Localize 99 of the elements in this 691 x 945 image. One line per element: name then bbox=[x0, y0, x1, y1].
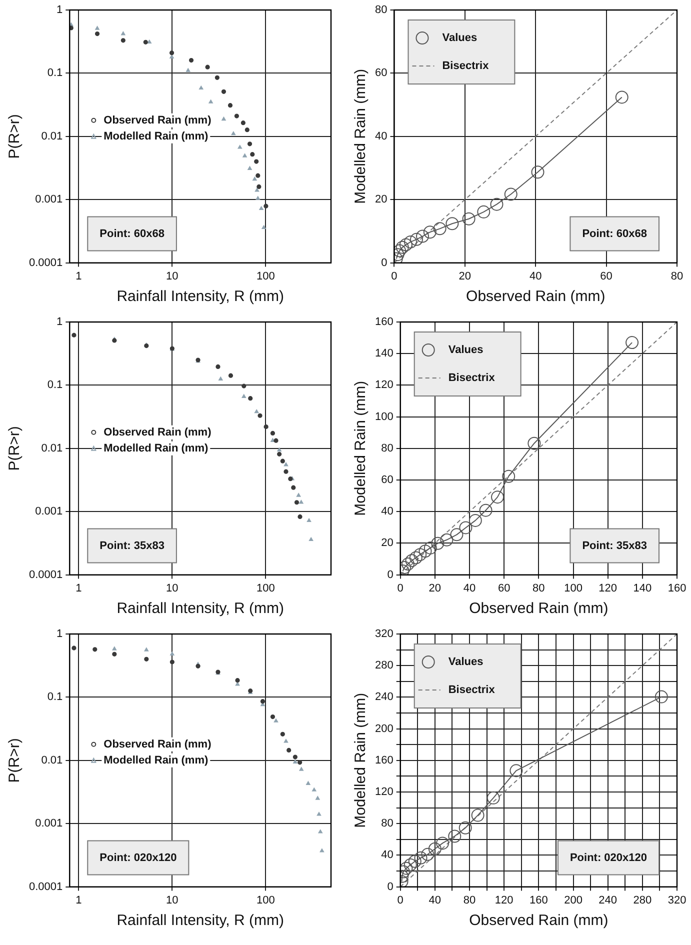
y-tick-label: 160 bbox=[374, 754, 394, 766]
x-tick-label: 100 bbox=[256, 582, 275, 594]
x-tick-label: 80 bbox=[670, 270, 684, 282]
annotation: Point: 35x83 bbox=[100, 540, 164, 552]
x-tick-label: 10 bbox=[166, 270, 178, 282]
x-tick-label: 1 bbox=[76, 582, 82, 594]
x-tick-label: 100 bbox=[564, 582, 582, 594]
legend-label: Bisectrix bbox=[448, 372, 496, 384]
x-axis-title: Rainfall Intensity, R (mm) bbox=[116, 600, 284, 618]
y-tick-label: 80 bbox=[374, 4, 388, 16]
x-tick-label: 60 bbox=[600, 270, 612, 282]
y-tick-label: 100 bbox=[374, 410, 394, 423]
x-tick-label: 200 bbox=[564, 894, 582, 906]
y-tick-label: 200 bbox=[374, 722, 394, 735]
legend-label: Values bbox=[448, 656, 484, 668]
y-tick-label: 160 bbox=[374, 316, 394, 328]
y-axis-title: P(R>r) bbox=[6, 738, 24, 783]
annotation: Point: 020x120 bbox=[570, 852, 648, 864]
x-tick-label: 60 bbox=[498, 582, 510, 594]
x-tick-label: 320 bbox=[668, 894, 686, 906]
x-tick-label: 160 bbox=[529, 894, 548, 906]
y-tick-label: 120 bbox=[374, 786, 394, 798]
y-tick-label: 40 bbox=[381, 849, 394, 862]
x-tick-label: 10 bbox=[166, 582, 178, 594]
y-tick-label: 0 bbox=[381, 256, 388, 269]
legend-label: Bisectrix bbox=[442, 60, 490, 72]
x-tick-label: 0 bbox=[397, 582, 404, 594]
x-tick-label: 40 bbox=[529, 270, 542, 282]
y-tick-label: 0.0001 bbox=[28, 880, 63, 893]
x-tick-label: 1 bbox=[76, 270, 82, 282]
y-tick-label: 1 bbox=[56, 628, 63, 640]
y-tick-label: 240 bbox=[374, 691, 394, 704]
y-tick-label: 80 bbox=[381, 442, 394, 454]
x-tick-label: 100 bbox=[256, 894, 275, 906]
y-tick-label: 0 bbox=[387, 568, 394, 581]
y-tick-label: 40 bbox=[374, 130, 388, 142]
y-tick-label: 320 bbox=[374, 628, 394, 640]
y-tick-label: 120 bbox=[374, 379, 394, 392]
legend-label: Values bbox=[448, 344, 484, 356]
x-tick-label: 80 bbox=[532, 582, 545, 594]
x-tick-label: 160 bbox=[668, 582, 686, 594]
legend-label: Observed Rain (mm) bbox=[104, 114, 212, 126]
y-tick-label: 0 bbox=[387, 880, 394, 893]
x-axis-title: Rainfall Intensity, R (mm) bbox=[116, 912, 284, 930]
y-tick-label: 60 bbox=[374, 67, 388, 80]
legend-label: Values bbox=[442, 32, 478, 44]
x-tick-label: 100 bbox=[256, 270, 275, 282]
x-tick-label: 20 bbox=[458, 270, 472, 282]
legend-label: Modelled Rain (mm) bbox=[104, 754, 208, 766]
x-axis-title: Observed Rain (mm) bbox=[469, 600, 608, 618]
y-tick-label: 0.01 bbox=[41, 442, 63, 454]
x-tick-label: 140 bbox=[633, 582, 652, 594]
legend-label: Bisectrix bbox=[448, 684, 496, 696]
x-tick-label: 120 bbox=[494, 894, 514, 906]
y-tick-label: 0.01 bbox=[41, 130, 63, 142]
y-axis-title: Modelled Rain (mm) bbox=[352, 380, 370, 516]
x-axis-title: Observed Rain (mm) bbox=[469, 912, 608, 930]
x-tick-label: 1 bbox=[76, 894, 82, 906]
y-tick-label: 0.01 bbox=[41, 754, 63, 766]
y-tick-label: 20 bbox=[374, 194, 388, 206]
y-tick-label: 0.0001 bbox=[28, 256, 63, 269]
y-tick-label: 0.0001 bbox=[28, 568, 63, 581]
y-tick-label: 60 bbox=[381, 474, 394, 486]
y-tick-label: 40 bbox=[381, 506, 394, 518]
y-axis-title: Modelled Rain (mm) bbox=[352, 692, 370, 828]
x-tick-label: 0 bbox=[397, 894, 404, 906]
annotation: Point: 35x83 bbox=[582, 540, 648, 552]
x-tick-label: 40 bbox=[463, 582, 476, 594]
annotation: Point: 020x120 bbox=[100, 852, 177, 864]
y-tick-label: 0.001 bbox=[35, 194, 63, 206]
legend-label: Observed Rain (mm) bbox=[104, 738, 212, 750]
legend-label: Observed Rain (mm) bbox=[104, 426, 212, 438]
y-axis-title: Modelled Rain (mm) bbox=[352, 68, 370, 204]
x-tick-label: 10 bbox=[166, 894, 178, 906]
y-tick-label: 0.1 bbox=[47, 691, 63, 704]
y-tick-label: 0.1 bbox=[47, 379, 63, 392]
annotation: Point: 60x68 bbox=[582, 228, 648, 240]
y-axis-title: P(R>r) bbox=[6, 426, 24, 471]
y-tick-label: 0.001 bbox=[35, 818, 63, 830]
y-tick-label: 1 bbox=[56, 4, 63, 16]
y-tick-label: 280 bbox=[374, 660, 394, 672]
x-tick-label: 240 bbox=[598, 894, 618, 906]
y-tick-label: 0.001 bbox=[35, 506, 63, 518]
y-tick-label: 80 bbox=[381, 818, 394, 830]
annotation: Point: 60x68 bbox=[100, 228, 164, 240]
x-axis-title: Observed Rain (mm) bbox=[466, 288, 606, 306]
y-tick-label: 0.1 bbox=[47, 67, 63, 80]
y-tick-label: 1 bbox=[56, 316, 63, 328]
y-tick-label: 20 bbox=[381, 537, 394, 550]
legend-label: Modelled Rain (mm) bbox=[104, 130, 208, 142]
x-tick-label: 120 bbox=[598, 582, 618, 594]
x-axis-title: Rainfall Intensity, R (mm) bbox=[116, 288, 284, 306]
x-tick-label: 80 bbox=[463, 894, 476, 906]
y-tick-label: 140 bbox=[374, 348, 394, 360]
x-tick-label: 20 bbox=[428, 582, 442, 594]
x-tick-label: 40 bbox=[428, 894, 442, 906]
x-tick-label: 280 bbox=[633, 894, 652, 906]
legend-label: Modelled Rain (mm) bbox=[104, 442, 208, 454]
y-axis-title: P(R>r) bbox=[6, 114, 24, 159]
